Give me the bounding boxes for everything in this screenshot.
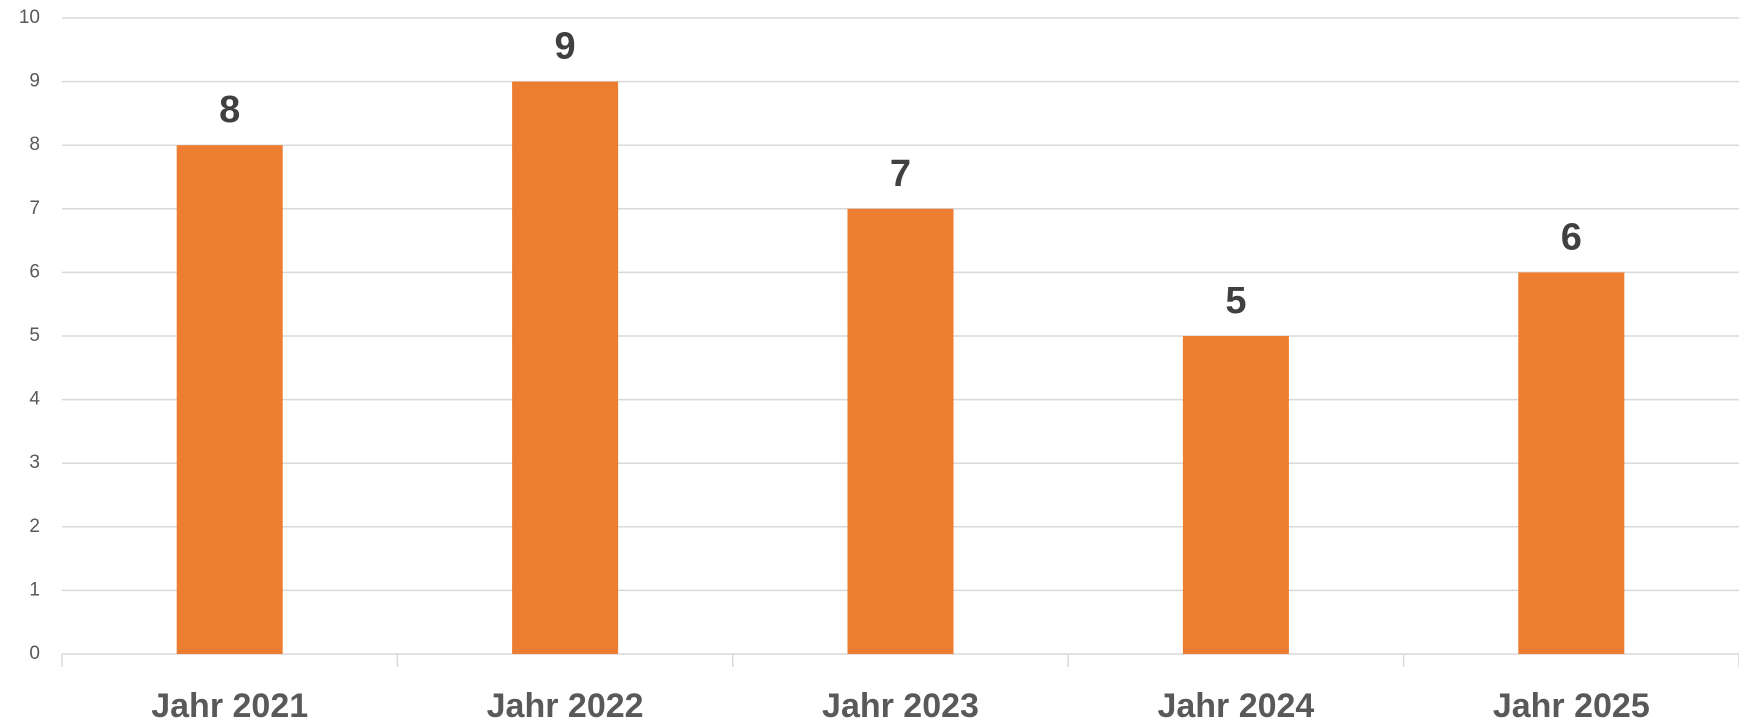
y-tick-label: 3	[29, 452, 40, 473]
data-label: 9	[555, 26, 576, 68]
bar	[1518, 272, 1625, 654]
y-tick-label: 9	[29, 71, 40, 92]
data-label: 6	[1561, 216, 1582, 258]
y-tick-label: 0	[29, 643, 40, 664]
x-tick-label: Jahr 2022	[487, 687, 644, 725]
bar	[176, 145, 283, 654]
data-label: 8	[219, 89, 240, 131]
y-tick-label: 10	[19, 7, 40, 28]
y-tick-label: 1	[29, 579, 40, 600]
y-tick-label: 7	[29, 198, 40, 219]
data-label: 7	[890, 153, 911, 195]
x-tick-label: Jahr 2023	[822, 687, 979, 725]
y-tick-label: 5	[29, 325, 40, 346]
bar	[512, 81, 619, 655]
x-tick-label: Jahr 2025	[1493, 687, 1650, 725]
bar	[847, 208, 954, 655]
y-tick-label: 8	[29, 134, 40, 155]
x-tick-label: Jahr 2024	[1157, 687, 1314, 725]
y-tick-label: 6	[29, 261, 40, 282]
data-label: 5	[1225, 280, 1246, 322]
x-tick-label: Jahr 2021	[151, 687, 308, 725]
y-tick-label: 4	[29, 389, 40, 410]
y-tick-label: 2	[29, 516, 40, 537]
bar	[1182, 336, 1289, 654]
